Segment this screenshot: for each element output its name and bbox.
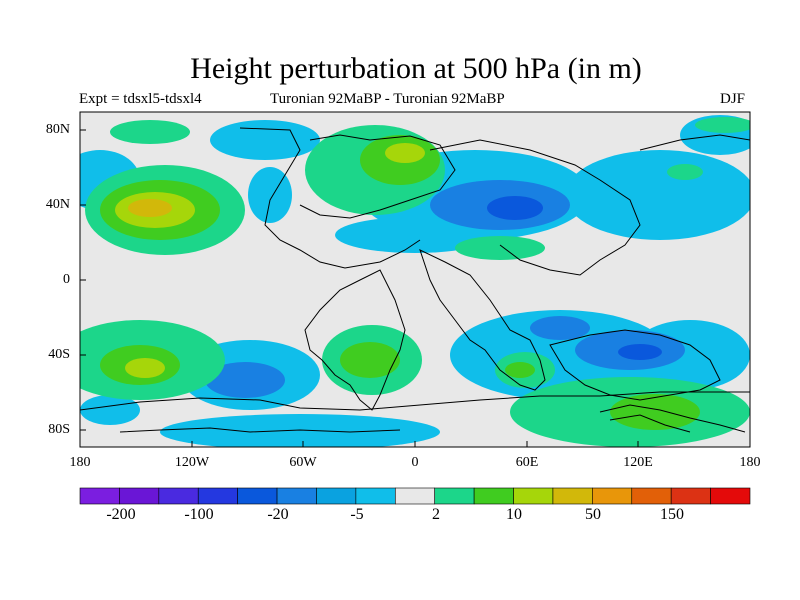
lon-label-60e: 60E: [515, 455, 539, 470]
colorbar-label: 150: [660, 506, 684, 523]
lat-label-40s: 40S: [48, 347, 70, 362]
colorbar-swatch: [394, 487, 436, 505]
colorbar-swatch: [79, 487, 120, 505]
colorbar-swatch: [316, 487, 357, 505]
colorbar-swatch: [513, 487, 554, 505]
colorbar-swatch: [710, 487, 751, 505]
lon-label-180w: 180: [69, 455, 91, 470]
colorbar-label: -100: [184, 506, 214, 523]
colorbar-swatch: [355, 487, 396, 505]
colorbar-swatch: [237, 487, 278, 505]
colorbar-swatch: [158, 487, 199, 505]
lon-label-60w: 60W: [289, 455, 317, 470]
colorbar-label: -5: [350, 506, 364, 523]
colorbar-swatch: [631, 487, 672, 505]
lat-label-80s: 80S: [48, 422, 70, 437]
season-label: DJF: [720, 91, 746, 107]
lon-label-120w: 120W: [174, 455, 210, 470]
colorbar-swatch: [473, 487, 514, 505]
colorbar-swatch: [592, 487, 633, 505]
coastlines: [80, 127, 750, 433]
colorbar: [79, 487, 751, 505]
plot-title: Height perturbation at 500 hPa (in m): [190, 52, 642, 85]
contour-fields: [80, 115, 750, 447]
lon-label-0: 0: [411, 455, 419, 470]
colorbar-swatch: [197, 487, 238, 505]
lat-label-80n: 80N: [45, 122, 70, 137]
period-label: Turonian 92MaBP - Turonian 92MaBP: [270, 91, 505, 107]
colorbar-swatch: [119, 487, 160, 505]
colorbar-label: 50: [585, 506, 601, 523]
colorbar-label: 2: [432, 506, 440, 523]
lon-label-180e: 180: [739, 455, 761, 470]
colorbar-label: -20: [267, 506, 289, 523]
colorbar-swatch: [670, 487, 711, 505]
colorbar-swatch: [276, 487, 317, 505]
lat-label-0: 0: [63, 272, 70, 287]
colorbar-label: 10: [506, 506, 522, 523]
lon-label-120e: 120E: [623, 455, 653, 470]
experiment-label: Expt = tdsxl5-tdsxl4: [79, 91, 202, 107]
lat-label-40n: 40N: [45, 197, 70, 212]
colorbar-label: -200: [106, 506, 136, 523]
colorbar-swatch: [552, 487, 593, 505]
colorbar-swatch: [434, 487, 475, 505]
axis-ticks: [79, 129, 751, 447]
